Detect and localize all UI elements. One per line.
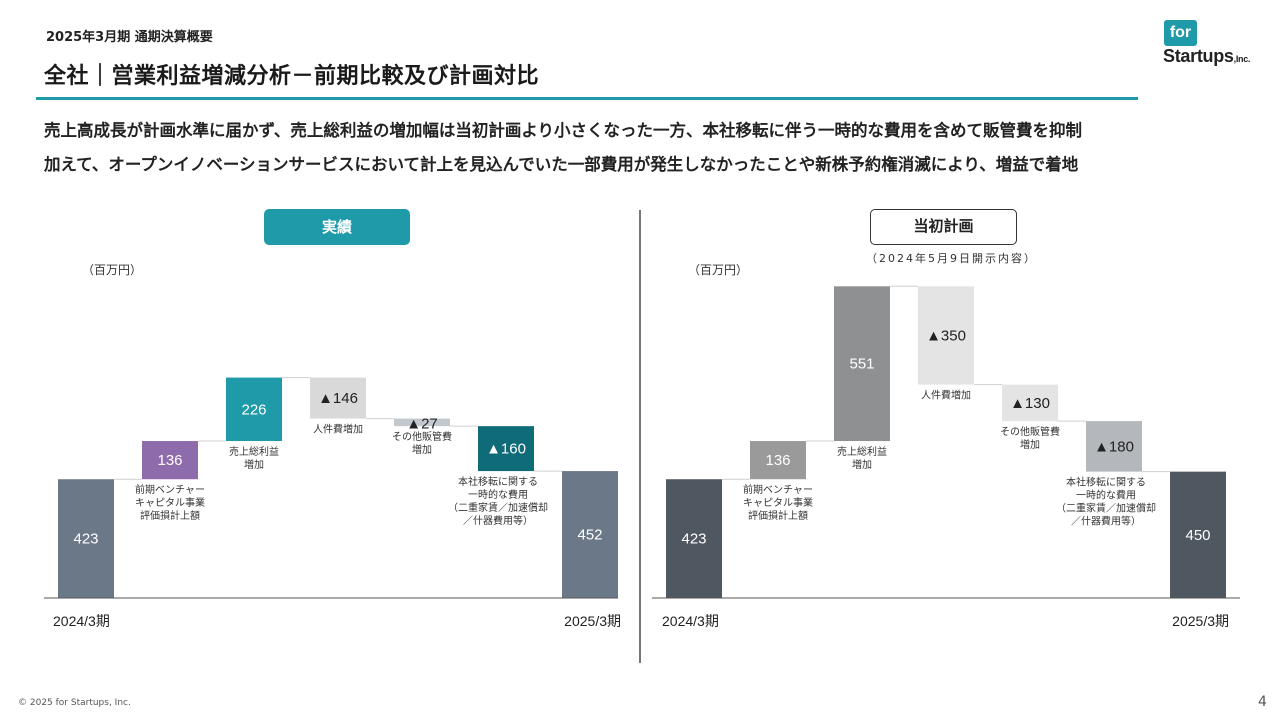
plan-category-label-4-0: その他販管費 bbox=[1000, 425, 1060, 438]
actual-category-label-3-0: 人件費増加 bbox=[313, 423, 363, 436]
actual-x-start-label: 2024/3期 bbox=[53, 613, 110, 629]
plan-value-label-0: 423 bbox=[681, 531, 706, 548]
plan-category-label-5-0: 本社移転に関する bbox=[1066, 476, 1146, 489]
actual-category-label-1-1: キャピタル事業 bbox=[135, 496, 205, 509]
actual-category-label-5-0: 本社移転に関する bbox=[458, 475, 538, 488]
plan-category-label-2-1: 増加 bbox=[852, 458, 872, 471]
actual-value-label-4: ▲27 bbox=[406, 416, 438, 433]
plan-unit-label: （百万円） bbox=[688, 263, 749, 277]
actual-value-label-6: 452 bbox=[577, 527, 602, 544]
actual-category-label-2-1: 増加 bbox=[244, 458, 264, 471]
actual-x-end-label: 2025/3期 bbox=[564, 613, 621, 629]
plan-bar-6 bbox=[1170, 471, 1226, 598]
actual-bar-1 bbox=[142, 441, 198, 480]
actual-bar-2 bbox=[226, 377, 282, 442]
actual-value-label-0: 423 bbox=[73, 531, 98, 548]
actual-bar-6 bbox=[562, 471, 618, 598]
actual-bar-5 bbox=[478, 426, 534, 472]
actual-category-label-5-2: （二重家賃／加速償却 bbox=[448, 501, 548, 514]
actual-bar-3 bbox=[310, 377, 366, 419]
actual-bar-4 bbox=[394, 418, 450, 427]
page-number: 4 bbox=[1258, 694, 1267, 710]
actual-category-label-1-0: 前期ベンチャー bbox=[135, 483, 205, 496]
plan-category-label-4-1: 増加 bbox=[1020, 438, 1040, 451]
summary-line-2: 加えて、オープンイノベーションサービスにおいて計上を見込んでいた一部費用が発生し… bbox=[44, 155, 1079, 174]
plan-category-label-2-0: 売上総利益 bbox=[837, 445, 887, 458]
plan-value-label-6: 450 bbox=[1185, 527, 1210, 544]
plan-bar-1 bbox=[750, 441, 806, 480]
plan-value-label-5: ▲180 bbox=[1094, 438, 1134, 455]
plan-category-label-5-2: （二重家賃／加速償却 bbox=[1056, 502, 1156, 515]
plan-category-label-3-0: 人件費増加 bbox=[921, 389, 971, 402]
actual-value-label-1: 136 bbox=[157, 452, 182, 469]
plan-value-label-3: ▲350 bbox=[926, 327, 966, 344]
plan-x-end-label: 2025/3期 bbox=[1172, 613, 1229, 629]
summary-line-1: 売上高成長が計画水準に届かず、売上総利益の増加幅は当初計画より小さくなった一方、… bbox=[44, 121, 1083, 140]
actual-unit-label: （百万円） bbox=[82, 263, 143, 277]
title-divider bbox=[36, 97, 1138, 100]
actual-bar-0 bbox=[58, 479, 114, 598]
actual-category-label-5-1: 一時的な費用 bbox=[468, 488, 528, 501]
actual-value-label-2: 226 bbox=[241, 401, 266, 418]
plan-value-label-4: ▲130 bbox=[1010, 395, 1050, 412]
actual-category-label-4-1: 増加 bbox=[412, 443, 432, 456]
actual-category-label-1-2: 評価損計上額 bbox=[140, 509, 200, 522]
plan-bar-5 bbox=[1086, 421, 1142, 472]
plan-category-label-1-0: 前期ベンチャー bbox=[743, 483, 813, 496]
logo-main-text: Startups bbox=[1163, 46, 1234, 66]
logo-mark: for bbox=[1164, 20, 1197, 46]
plan-category-label-5-3: ／什器費用等） bbox=[1071, 515, 1141, 528]
chart-divider bbox=[639, 210, 641, 663]
actual-category-label-5-3: ／什器費用等） bbox=[463, 514, 533, 527]
page-title: 全社｜営業利益増減分析－前期比較及び計画対比 bbox=[44, 64, 540, 89]
plan-value-label-2: 551 bbox=[849, 356, 874, 373]
plan-bar-2 bbox=[834, 286, 890, 442]
plan-category-label-1-1: キャピタル事業 bbox=[743, 496, 813, 509]
actual-value-label-3: ▲146 bbox=[318, 390, 358, 407]
plan-bar-4 bbox=[1002, 384, 1058, 422]
plan-bar-3 bbox=[918, 286, 974, 385]
copyright: © 2025 for Startups, Inc. bbox=[18, 698, 131, 708]
plan-category-label-5-1: 一時的な費用 bbox=[1076, 489, 1136, 502]
actual-chart-header: 実績 bbox=[264, 209, 410, 245]
plan-disclosure-note: （2024年5月9日開示内容） bbox=[866, 252, 1037, 265]
actual-value-label-5: ▲160 bbox=[486, 441, 526, 458]
logo-wordmark: Startups,Inc. bbox=[1163, 46, 1250, 67]
plan-bar-0 bbox=[666, 479, 722, 598]
actual-category-label-4-0: その他販管費 bbox=[392, 430, 452, 443]
company-logo: for Startups,Inc. bbox=[1160, 18, 1270, 74]
plan-x-start-label: 2024/3期 bbox=[662, 613, 719, 629]
plan-value-label-1: 136 bbox=[765, 452, 790, 469]
plan-category-label-1-2: 評価損計上額 bbox=[748, 509, 808, 522]
actual-category-label-2-0: 売上総利益 bbox=[229, 445, 279, 458]
logo-suffix: ,Inc. bbox=[1233, 54, 1251, 64]
plan-chart-header: 当初計画 bbox=[870, 209, 1017, 245]
breadcrumb: 2025年3月期 通期決算概要 bbox=[46, 30, 213, 45]
